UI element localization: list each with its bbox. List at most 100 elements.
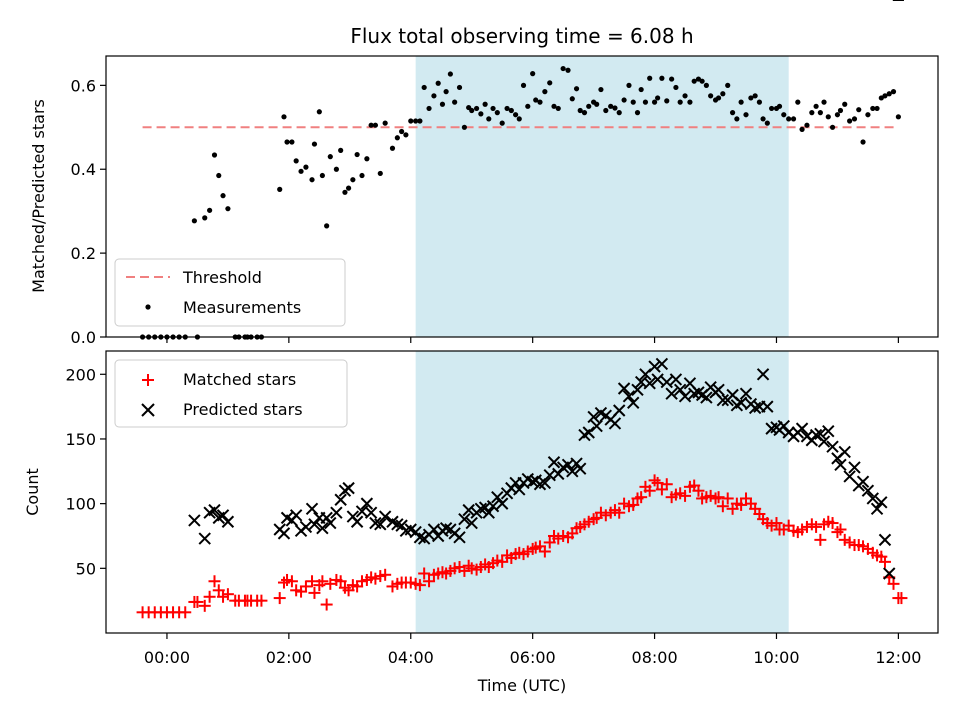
top-y-tick-label: 0.0 (71, 328, 96, 347)
top-y-tick-label: 0.4 (71, 160, 96, 179)
matched-stars-point (221, 588, 234, 601)
predicted-stars-point (342, 481, 355, 495)
predicted-stars-point (826, 440, 839, 453)
predicted-stars-point (552, 467, 565, 481)
matched-stars-point (379, 568, 392, 581)
matched-stars-point (543, 536, 556, 549)
measurement-point (847, 118, 853, 124)
measurement-point (298, 168, 304, 174)
matched-stars-point (418, 567, 431, 580)
predicted-stars-point (570, 457, 583, 470)
bottom-shaded-interval (415, 351, 789, 633)
predicted-stars-point (617, 382, 631, 395)
matched-stars-point (660, 478, 673, 491)
measurement-point (760, 116, 766, 122)
measurement-point (338, 147, 344, 153)
measurement-point (804, 122, 810, 128)
measurement-point (642, 99, 649, 105)
measurement-point (786, 116, 792, 122)
predicted-stars-point (566, 465, 579, 478)
matched-stars-series (136, 474, 908, 619)
matched-stars-point (423, 575, 436, 588)
measurement-point (513, 112, 519, 118)
predicted-stars-series (188, 0, 904, 580)
predicted-stars-point (582, 426, 595, 439)
measurement-point (408, 118, 414, 124)
matched-stars-point (324, 577, 337, 590)
measurement-point (316, 109, 322, 115)
measurement-point (452, 99, 458, 105)
matched-stars-point (716, 500, 729, 513)
measurement-point (560, 65, 566, 72)
measurement-point (461, 124, 467, 130)
measurement-point (756, 99, 763, 105)
measurement-point (309, 177, 315, 183)
predicted-stars-point (221, 515, 235, 528)
predicted-stars-point (350, 515, 364, 528)
measurement-point (443, 89, 449, 95)
measurement-point (795, 99, 801, 105)
measurement-point (394, 135, 400, 141)
measurement-point (586, 103, 592, 109)
measurement-point (682, 93, 688, 99)
predicted-stars-point (631, 383, 644, 397)
measurement-point (715, 95, 722, 101)
measurement-point (569, 96, 575, 102)
predicted-stars-point (712, 383, 725, 397)
predicted-stars-point (883, 567, 896, 580)
measurement-point (603, 107, 609, 114)
predicted-stars-point (378, 510, 392, 523)
predicted-stars-point (374, 518, 387, 531)
predicted-stars-point (216, 509, 230, 522)
measurement-point (608, 103, 614, 109)
measurement-point (345, 185, 352, 191)
predicted-stars-point (391, 518, 404, 531)
measurement-point (382, 120, 388, 126)
measurement-point (860, 139, 866, 145)
predicted-stars-point (678, 390, 692, 403)
x-tick-label: 12:00 (875, 648, 921, 667)
measurement-point (494, 110, 500, 116)
legend-matched-label: Matched stars (183, 370, 296, 389)
measurement-point (555, 105, 561, 112)
top-shaded-interval (415, 56, 789, 337)
matched-stars-point (635, 491, 648, 504)
measurement-point (327, 154, 333, 160)
measurement-point (547, 80, 553, 86)
matched-stars-point (679, 489, 692, 502)
measurement-point (837, 107, 844, 114)
predicted-stars-point (739, 387, 753, 400)
measurement-point (856, 107, 862, 113)
predicted-stars-point (608, 417, 622, 430)
measurement-point (664, 98, 670, 104)
predicted-stars-point (198, 532, 211, 545)
measurement-point (504, 105, 510, 112)
x-tick-label: 00:00 (144, 648, 190, 667)
predicted-stars-point (814, 427, 827, 440)
top-y-axis-label: Matched/Predicted stars (29, 99, 48, 293)
measurement-point (647, 75, 653, 81)
measurement-point (456, 84, 463, 91)
measurement-point (821, 99, 827, 105)
measurement-point (473, 105, 480, 112)
measurement-point (659, 75, 665, 81)
predicted-stars-point (861, 484, 875, 497)
predicted-stars-point (474, 502, 488, 516)
measurement-point (508, 107, 514, 114)
measurement-point (882, 93, 888, 99)
matched-stars-point (306, 575, 319, 588)
measurement-point (202, 215, 208, 221)
predicted-stars-point (848, 461, 861, 474)
measurement-point (399, 128, 405, 135)
top-y-tick-label: 0.2 (71, 244, 96, 263)
measurement-point (699, 78, 705, 84)
measurement-point (281, 114, 287, 120)
matched-stars-point (692, 484, 705, 497)
bottom-y-axis: 50 100 150 200 (65, 365, 106, 578)
measurement-point (598, 86, 604, 93)
predicted-stars-point (439, 522, 453, 535)
matched-stars-point (496, 555, 509, 568)
predicted-stars-point (875, 496, 888, 509)
measurement-point (372, 122, 379, 128)
